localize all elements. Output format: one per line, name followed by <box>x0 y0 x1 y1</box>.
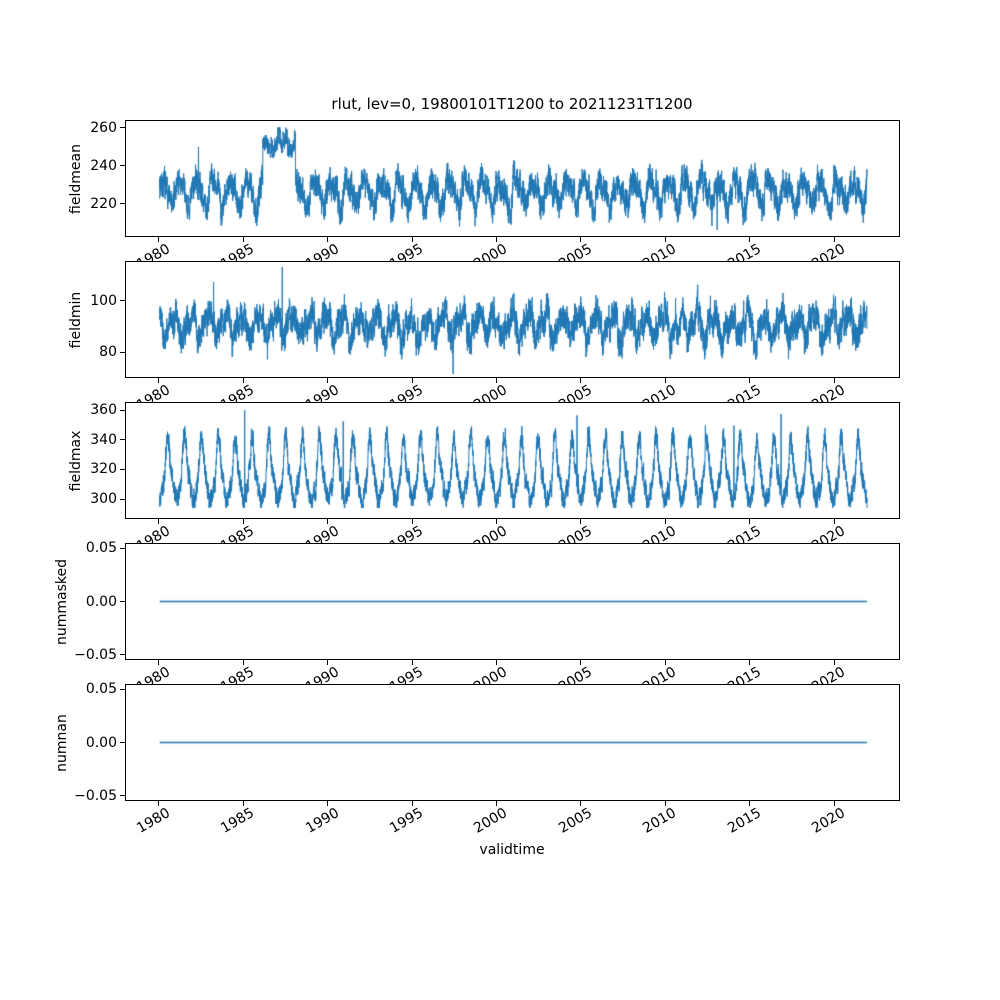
x-tick-mark <box>327 237 329 242</box>
x-tick-mark <box>749 378 751 383</box>
subplot-fieldmean <box>125 120 900 237</box>
x-tick-mark <box>833 660 835 665</box>
x-tick-mark <box>664 660 666 665</box>
y-tick-label: 300 <box>90 491 117 507</box>
x-tick-mark <box>411 660 413 665</box>
subplot-fieldmin <box>125 261 900 378</box>
x-tick-mark <box>158 237 160 242</box>
y-tick-mark <box>120 654 125 656</box>
y-tick-mark <box>120 688 125 690</box>
y-tick-mark <box>120 601 125 602</box>
x-tick-mark <box>158 801 160 806</box>
y-tick-label: 0.00 <box>85 734 117 751</box>
x-tick-mark <box>833 519 835 524</box>
x-tick-mark <box>580 237 582 242</box>
y-tick-label: 340 <box>90 431 117 448</box>
y-tick-mark <box>120 300 125 302</box>
fieldmax-line-series <box>126 403 899 518</box>
x-tick-mark <box>833 801 835 806</box>
x-tick-mark <box>327 378 329 383</box>
x-tick-mark <box>833 237 835 242</box>
x-tick-mark <box>749 237 751 242</box>
x-tick-mark <box>327 519 329 524</box>
y-tick-label: 360 <box>90 402 117 419</box>
x-tick-mark <box>411 378 413 383</box>
y-tick-mark <box>120 547 125 549</box>
x-tick-mark <box>242 801 244 806</box>
y-tick-label: 0.00 <box>85 593 117 610</box>
y-tick-mark <box>120 439 125 441</box>
y-tick-mark <box>120 409 125 411</box>
subplot-fieldmax <box>125 402 900 519</box>
x-tick-label: 1980 <box>133 805 173 837</box>
y-tick-mark <box>120 468 125 470</box>
x-tick-mark <box>749 519 751 524</box>
y-tick-mark <box>120 127 125 129</box>
subplot-numnan <box>125 684 900 801</box>
x-tick-mark <box>158 660 160 665</box>
x-tick-mark <box>664 378 666 383</box>
y-tick-label: −0.05 <box>74 787 117 804</box>
figure-title: rlut, lev=0, 19800101T1200 to 20211231T1… <box>331 95 693 113</box>
y-tick-label: −0.05 <box>74 646 117 663</box>
x-tick-label: 1990 <box>302 805 342 837</box>
x-tick-mark <box>411 801 413 806</box>
x-tick-mark <box>158 519 160 524</box>
y-tick-label: 0.05 <box>85 540 117 557</box>
x-tick-mark <box>242 378 244 383</box>
y-tick-label: 80 <box>99 344 117 361</box>
y-tick-mark <box>120 203 125 205</box>
y-tick-label: 320 <box>90 461 117 478</box>
x-tick-mark <box>327 660 329 665</box>
x-tick-mark <box>411 519 413 524</box>
y-tick-label: 240 <box>90 157 117 174</box>
x-tick-mark <box>664 801 666 806</box>
x-tick-mark <box>664 519 666 524</box>
x-axis-label: validtime <box>479 842 545 858</box>
x-tick-mark <box>495 378 497 383</box>
y-tick-label: 260 <box>90 119 117 136</box>
x-tick-mark <box>833 378 835 383</box>
x-tick-mark <box>664 237 666 242</box>
x-tick-label: 1985 <box>218 805 258 837</box>
nummasked-y-axis-label: nummasked <box>54 558 70 645</box>
x-tick-mark <box>242 519 244 524</box>
y-tick-label: 0.05 <box>85 681 117 698</box>
x-tick-label: 2015 <box>724 805 764 837</box>
y-tick-mark <box>120 165 125 167</box>
x-tick-mark <box>158 378 160 383</box>
x-tick-mark <box>495 237 497 242</box>
x-tick-mark <box>495 801 497 806</box>
x-tick-mark <box>749 660 751 665</box>
fieldmean-y-axis-label: fieldmean <box>68 143 84 214</box>
y-tick-mark <box>120 351 125 353</box>
x-tick-label: 2020 <box>809 805 849 837</box>
numnan-y-axis-label: numnan <box>54 713 70 772</box>
x-tick-mark <box>580 660 582 665</box>
x-tick-mark <box>580 801 582 806</box>
x-tick-mark <box>580 519 582 524</box>
x-tick-mark <box>327 801 329 806</box>
subplot-nummasked <box>125 543 900 660</box>
x-tick-mark <box>495 660 497 665</box>
y-tick-mark <box>120 742 125 743</box>
y-tick-label: 220 <box>90 195 117 212</box>
x-tick-mark <box>495 519 497 524</box>
x-tick-mark <box>411 237 413 242</box>
y-tick-label: 100 <box>90 292 117 309</box>
numnan-line-series <box>126 685 899 800</box>
y-tick-mark <box>120 795 125 797</box>
nummasked-line-series <box>126 544 899 659</box>
x-tick-label: 2010 <box>640 805 680 837</box>
y-tick-mark <box>120 498 125 500</box>
fieldmin-line-series <box>126 262 899 377</box>
fieldmax-y-axis-label: fieldmax <box>68 430 84 491</box>
x-tick-mark <box>242 237 244 242</box>
x-tick-mark <box>749 801 751 806</box>
fieldmin-y-axis-label: fieldmin <box>68 291 84 348</box>
x-tick-mark <box>242 660 244 665</box>
fieldmean-line-series <box>126 121 899 236</box>
x-tick-mark <box>580 378 582 383</box>
